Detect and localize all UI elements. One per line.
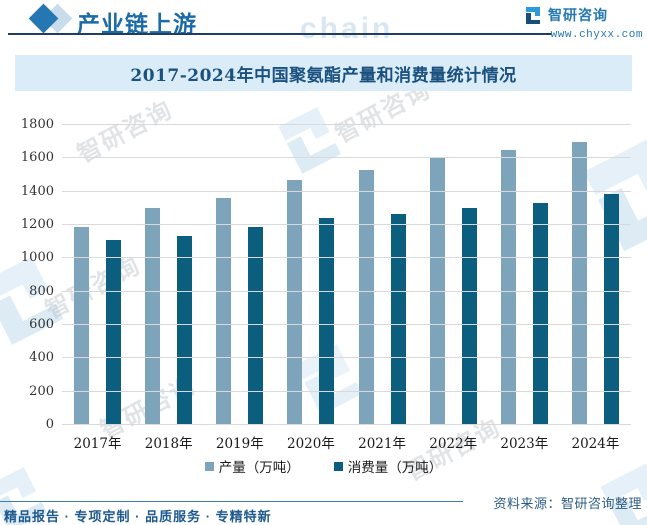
header: 产业链上游 智研咨询 www.chyxx.com — [0, 0, 647, 46]
x-tick-label: 2022年 — [429, 436, 478, 452]
gridline — [62, 390, 631, 392]
x-tick-label: 2020年 — [287, 436, 335, 452]
y-tick-label: 200 — [29, 383, 54, 399]
y-tick-label: 1200 — [20, 217, 54, 232]
bar-产量（万吨）-2024年[interactable] — [571, 141, 587, 425]
gridline — [62, 124, 631, 125]
bar-产量（万吨）-2021年[interactable] — [358, 170, 374, 425]
gridline — [62, 424, 631, 425]
bar-消费量（万吨）-2017年[interactable] — [106, 240, 122, 425]
y-tick-label: 600 — [29, 317, 54, 332]
x-tick-label: 2024年 — [571, 436, 620, 452]
bar-消费量（万吨）-2020年[interactable] — [319, 218, 335, 425]
plot-area — [62, 124, 631, 425]
bar-消费量（万吨）-2021年[interactable] — [390, 214, 406, 425]
bars-row — [62, 125, 631, 425]
bar-group-2023年 — [500, 125, 548, 425]
bar-group-2018年 — [145, 125, 193, 425]
bar-group-2017年 — [74, 125, 122, 425]
bar-group-2021年 — [358, 125, 406, 425]
bar-消费量（万吨）-2024年[interactable] — [603, 194, 619, 425]
bar-产量（万吨）-2023年[interactable] — [500, 150, 516, 425]
header-divider — [8, 33, 552, 35]
y-tick-label: 1400 — [20, 183, 54, 199]
gridline — [62, 357, 631, 359]
source-divider — [0, 501, 463, 502]
bar-group-2022年 — [429, 125, 477, 425]
y-tick-label: 1800 — [20, 117, 54, 132]
x-tick-label: 2019年 — [215, 436, 264, 452]
brand-website-link[interactable]: www.chyxx.com — [550, 29, 643, 41]
footer-tagline: 精品报告 · 专项定制 · 品质服务 · 专精特新 — [4, 509, 272, 524]
source-text: 资料来源：智研咨询整理 — [493, 497, 642, 512]
bar-产量（万吨）-2017年[interactable] — [74, 226, 90, 425]
legend-label-production: 产量（万吨） — [218, 460, 300, 476]
y-tick-label: 1000 — [20, 250, 54, 266]
bar-chart: 0 200 400 600 800 1000 1200 1400 1600 1800 2017年 2… — [0, 110, 647, 480]
bar-消费量（万吨）-2022年[interactable] — [461, 208, 477, 425]
bar-group-2024年 — [571, 125, 619, 425]
x-tick-label: 2023年 — [500, 436, 549, 452]
legend-item-consumption[interactable]: 消费量（万吨） — [333, 456, 443, 476]
bar-产量（万吨）-2022年[interactable] — [429, 158, 445, 425]
y-tick-label: 0 — [45, 417, 54, 432]
bar-产量（万吨）-2019年[interactable] — [216, 197, 232, 425]
x-axis: 2017年 2018年 2019年 2020年 2021年 2022年 2023年 2024年 — [62, 432, 631, 452]
chart-title-banner: 2017-2024年中国聚氨酯产量和消费量统计情况 — [15, 55, 632, 91]
x-tick-label: 2021年 — [358, 436, 406, 452]
brand-block[interactable]: 智研咨询 www.chyxx.com — [523, 3, 643, 43]
bar-group-2019年 — [216, 125, 264, 425]
y-tick-label: 400 — [29, 350, 54, 366]
bar-消费量（万吨）-2019年[interactable] — [248, 226, 264, 425]
x-tick-label: 2018年 — [144, 436, 193, 452]
legend-label-consumption: 消费量（万吨） — [347, 460, 443, 476]
page-title: 产业链上游 — [77, 11, 197, 37]
gridline — [62, 290, 631, 292]
gridline — [62, 224, 631, 225]
chart-title: 2017-2024年中国聚氨酯产量和消费量统计情况 — [130, 65, 517, 86]
bar-产量（万吨）-2018年[interactable] — [145, 207, 161, 425]
brand-logo-icon — [526, 7, 540, 24]
brand-name: 智研咨询 — [548, 7, 608, 23]
gridline — [62, 257, 631, 259]
legend-swatch-consumption — [333, 461, 343, 471]
x-tick-label: 2017年 — [73, 436, 122, 452]
legend-item-production[interactable]: 产量（万吨） — [204, 456, 300, 476]
y-tick-label: 1600 — [20, 150, 54, 166]
legend-swatch-production — [204, 461, 214, 471]
legend: 产量（万吨） 消费量（万吨） — [0, 456, 647, 476]
bar-消费量（万吨）-2018年[interactable] — [177, 235, 193, 425]
bar-产量（万吨）-2020年[interactable] — [287, 180, 303, 425]
gridline — [62, 324, 631, 325]
y-tick-label: 800 — [29, 283, 54, 299]
bar-group-2020年 — [287, 125, 335, 425]
gridline — [62, 190, 631, 192]
gridline — [62, 157, 631, 159]
